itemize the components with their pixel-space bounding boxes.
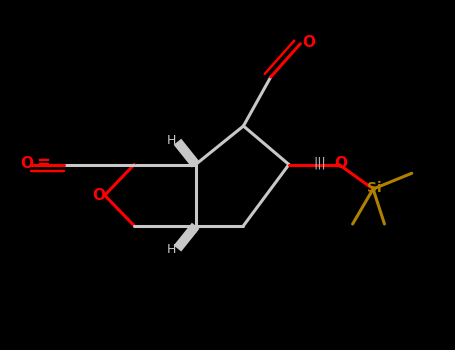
Text: H: H xyxy=(167,243,176,256)
Text: Si: Si xyxy=(367,181,381,195)
Text: O: O xyxy=(93,188,106,203)
Text: |||: ||| xyxy=(313,156,326,170)
Text: O: O xyxy=(302,35,315,50)
Text: O: O xyxy=(334,156,347,171)
Text: =: = xyxy=(36,154,50,173)
Text: O: O xyxy=(20,156,33,171)
Text: H: H xyxy=(167,134,176,147)
